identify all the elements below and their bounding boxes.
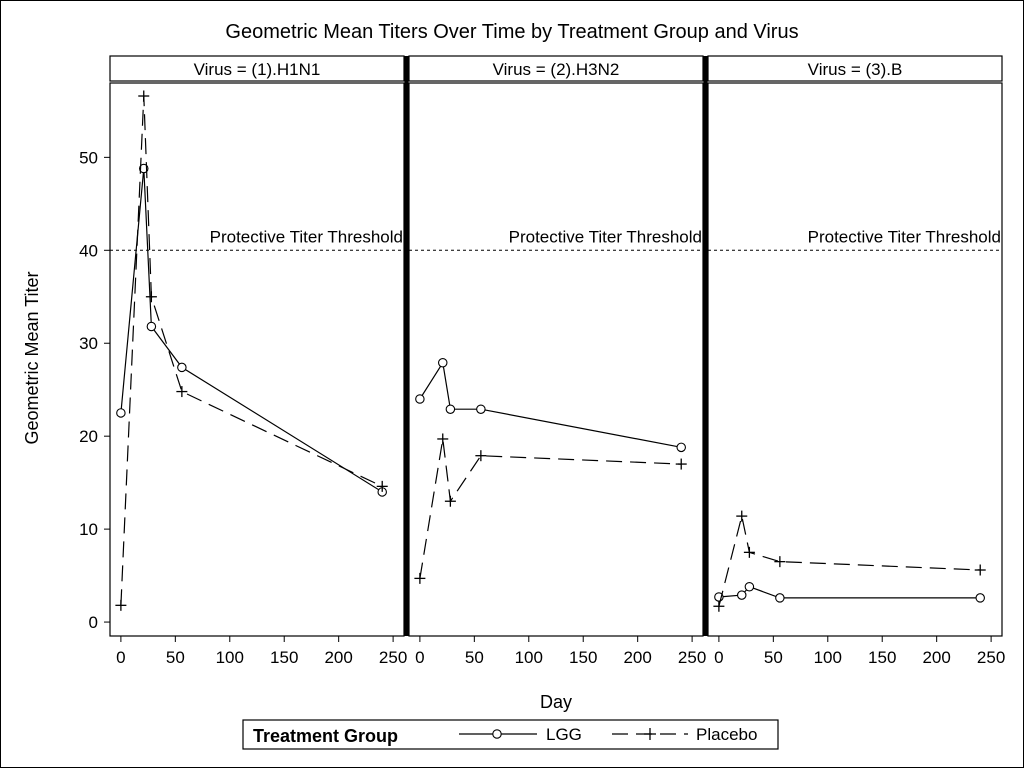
y-tick-label: 20 — [79, 427, 98, 446]
data-point-lgg — [476, 404, 486, 414]
data-point-lgg — [438, 358, 448, 368]
series-line-lgg — [419, 361, 682, 448]
data-point-placebo — [115, 599, 127, 611]
data-point-lgg — [975, 593, 985, 603]
series-line-placebo — [718, 515, 981, 607]
legend-marker-lgg — [492, 729, 502, 739]
protective-threshold-label: Protective Titer Threshold — [509, 227, 702, 246]
x-tick-label: 50 — [166, 648, 185, 667]
panel-strip — [707, 55, 1003, 82]
protective-threshold-label: Protective Titer Threshold — [210, 227, 403, 246]
data-point-lgg — [737, 590, 747, 600]
y-axis-label: Geometric Mean Titer — [22, 271, 42, 444]
panel-strip-label: Virus = (2).H3N2 — [493, 60, 620, 79]
y-tick-label: 40 — [79, 241, 98, 260]
x-tick-label: 250 — [678, 648, 706, 667]
data-point-lgg — [775, 593, 785, 603]
x-tick-label: 100 — [814, 648, 842, 667]
x-tick-label: 0 — [116, 648, 125, 667]
data-point-placebo — [176, 386, 188, 398]
data-point-placebo — [774, 556, 786, 568]
legend-entry-placebo: Placebo — [612, 725, 757, 744]
data-point-lgg — [116, 408, 126, 418]
data-point-placebo — [444, 495, 456, 507]
panel-plot-area — [707, 82, 1003, 637]
panel-strip — [109, 55, 405, 82]
panel-strip — [408, 55, 704, 82]
data-point-lgg — [139, 163, 149, 174]
x-tick-label: 200 — [324, 648, 352, 667]
data-point-placebo — [138, 90, 150, 102]
data-point-placebo — [414, 572, 426, 584]
x-tick-label: 50 — [764, 648, 783, 667]
series-line-lgg — [718, 585, 981, 599]
y-tick-label: 30 — [79, 334, 98, 353]
legend-entry-lgg: LGG — [459, 725, 582, 744]
data-point-lgg — [177, 362, 187, 373]
data-point-placebo — [437, 433, 449, 445]
chart-title: Geometric Mean Titers Over Time by Treat… — [225, 21, 798, 43]
legend-title: Treatment Group — [253, 726, 398, 746]
panel-plot-area — [408, 82, 704, 637]
data-point-lgg — [744, 581, 755, 592]
data-point-placebo — [974, 564, 986, 576]
data-point-lgg — [415, 394, 425, 404]
data-point-placebo — [736, 510, 748, 522]
x-tick-label: 250 — [977, 648, 1005, 667]
panels: Virus = (1).H1N1 0 50 100 150 200 250 0 10 20 30 40… — [79, 55, 1005, 667]
data-point-placebo — [376, 480, 388, 492]
data-point-lgg — [445, 404, 456, 414]
data-point-placebo — [145, 291, 157, 303]
y-tick-label: 50 — [79, 148, 98, 167]
data-point-placebo — [675, 458, 687, 470]
x-axis-label: Day — [540, 692, 572, 712]
panel-2: Virus = (2).H3N2 0 50 100 150 200 250 Protectiv… — [408, 55, 706, 667]
legend-label-placebo: Placebo — [696, 725, 757, 744]
x-tick-label: 200 — [623, 648, 651, 667]
series-line-placebo — [120, 95, 383, 606]
x-tick-label: 0 — [415, 648, 424, 667]
series-line-placebo — [419, 438, 682, 579]
y-tick-label: 0 — [89, 613, 98, 632]
x-tick-label: 100 — [216, 648, 244, 667]
x-tick-label: 250 — [379, 648, 407, 667]
data-point-lgg — [146, 321, 157, 332]
x-tick-label: 200 — [922, 648, 950, 667]
x-tick-label: 100 — [515, 648, 543, 667]
protective-threshold-label: Protective Titer Threshold — [808, 227, 1001, 246]
legend-label-lgg: LGG — [546, 725, 582, 744]
data-point-placebo — [475, 450, 487, 462]
data-point-placebo — [743, 546, 755, 558]
x-tick-label: 0 — [714, 648, 723, 667]
panel-3: Virus = (3).B 0 50 100 150 200 250 Protective T… — [707, 55, 1005, 667]
x-tick-label: 50 — [465, 648, 484, 667]
data-point-placebo — [713, 600, 725, 612]
panel-1: Virus = (1).H1N1 0 50 100 150 200 250 0 10 20 30 40… — [79, 55, 407, 667]
series-line-lgg — [120, 168, 383, 493]
x-tick-label: 150 — [270, 648, 298, 667]
panel-strip-label: Virus = (3).B — [808, 60, 903, 79]
legend: Treatment Group LGG Placebo — [242, 719, 779, 750]
data-point-lgg — [676, 442, 686, 453]
y-tick-label: 10 — [79, 520, 98, 539]
x-tick-label: 150 — [868, 648, 896, 667]
panel-plot-area — [109, 82, 405, 637]
x-tick-label: 150 — [569, 648, 597, 667]
panel-strip-label: Virus = (1).H1N1 — [194, 60, 321, 79]
